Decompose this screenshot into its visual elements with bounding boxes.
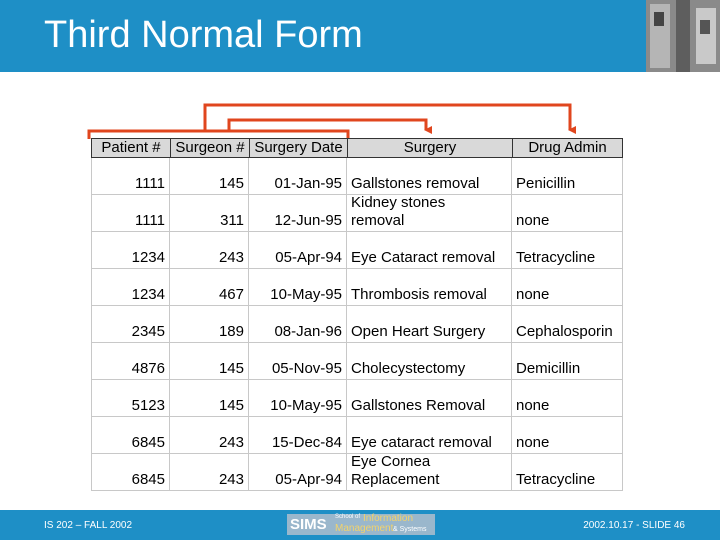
logo-sims: SIMS <box>290 516 327 533</box>
table-cell: 4876 <box>91 343 170 380</box>
table-cell: 243 <box>170 417 249 454</box>
column-header: Surgery <box>347 138 513 158</box>
dependency-arrows <box>87 103 576 139</box>
logo-systems: & Systems <box>393 526 427 533</box>
table-cell: 189 <box>170 306 249 343</box>
table-cell: 145 <box>170 380 249 417</box>
table-cell: 243 <box>170 232 249 269</box>
table-cell: 145 <box>170 158 249 195</box>
table-cell: 145 <box>170 343 249 380</box>
table-cell: 1111 <box>91 158 170 195</box>
table-cell: none <box>512 195 623 232</box>
table-cell: 1111 <box>91 195 170 232</box>
logo-information: Information <box>363 513 414 524</box>
table-cell: Penicillin <box>512 158 623 195</box>
column-header: Drug Admin <box>512 138 623 158</box>
header-photo <box>646 0 720 72</box>
table-cell: Eye Cataract removal <box>347 232 512 269</box>
table-cell: Tetracycline <box>512 454 623 491</box>
table-cell: Eye cataract removal <box>347 417 512 454</box>
table-cell: 01-Jan-95 <box>249 158 347 195</box>
table-cell: Gallstones Removal <box>347 380 512 417</box>
table-cell: 05-Nov-95 <box>249 343 347 380</box>
table-cell: Kidney stones removal <box>347 194 512 232</box>
table-cell: 12-Jun-95 <box>249 195 347 232</box>
logo: SIMS School of Information Management & … <box>287 513 435 535</box>
table-cell: Tetracycline <box>512 232 623 269</box>
title-bar: Third Normal Form <box>0 0 720 72</box>
table-cell: 467 <box>170 269 249 306</box>
table: Patient # Surgeon # Surgery Date Surgery Dru… <box>91 138 623 491</box>
table-cell: Gallstones removal <box>347 158 512 195</box>
table-cell: Open Heart Surgery <box>347 306 512 343</box>
table-cell: Thrombosis removal <box>347 269 512 306</box>
table-cell: none <box>512 417 623 454</box>
table-cell: 05-Apr-94 <box>249 454 347 491</box>
column-header: Surgery Date <box>249 138 348 158</box>
logo-management: Management <box>335 523 394 534</box>
table-cell: 6845 <box>91 417 170 454</box>
table-cell: 1234 <box>91 232 170 269</box>
footer-bar: IS 202 – FALL 2002 SIMS School of Inform… <box>0 510 720 540</box>
footer-left: IS 202 – FALL 2002 <box>44 520 133 531</box>
table-cell: Demicillin <box>512 343 623 380</box>
table-cell: 1234 <box>91 269 170 306</box>
table-cell: Cephalosporin <box>512 306 623 343</box>
table-cell: 2345 <box>91 306 170 343</box>
column-header: Surgeon # <box>170 138 250 158</box>
table-cell: 05-Apr-94 <box>249 232 347 269</box>
table-cell: Cholecystectomy <box>347 343 512 380</box>
table-cell: 311 <box>170 195 249 232</box>
logo-school: School of <box>335 514 361 520</box>
table-cell: 15-Dec-84 <box>249 417 347 454</box>
table-cell: 5123 <box>91 380 170 417</box>
table-cell: 10-May-95 <box>249 269 347 306</box>
footer-right: 2002.10.17 - SLIDE 46 <box>583 520 685 531</box>
column-header: Patient # <box>91 138 171 158</box>
table-cell: none <box>512 269 623 306</box>
slide-title: Third Normal Form <box>44 14 363 56</box>
table-cell: 6845 <box>91 454 170 491</box>
table-cell: none <box>512 380 623 417</box>
table-cell: 10-May-95 <box>249 380 347 417</box>
table-cell: 08-Jan-96 <box>249 306 347 343</box>
table-cell: Eye Cornea Replacement <box>347 453 512 491</box>
table-cell: 243 <box>170 454 249 491</box>
